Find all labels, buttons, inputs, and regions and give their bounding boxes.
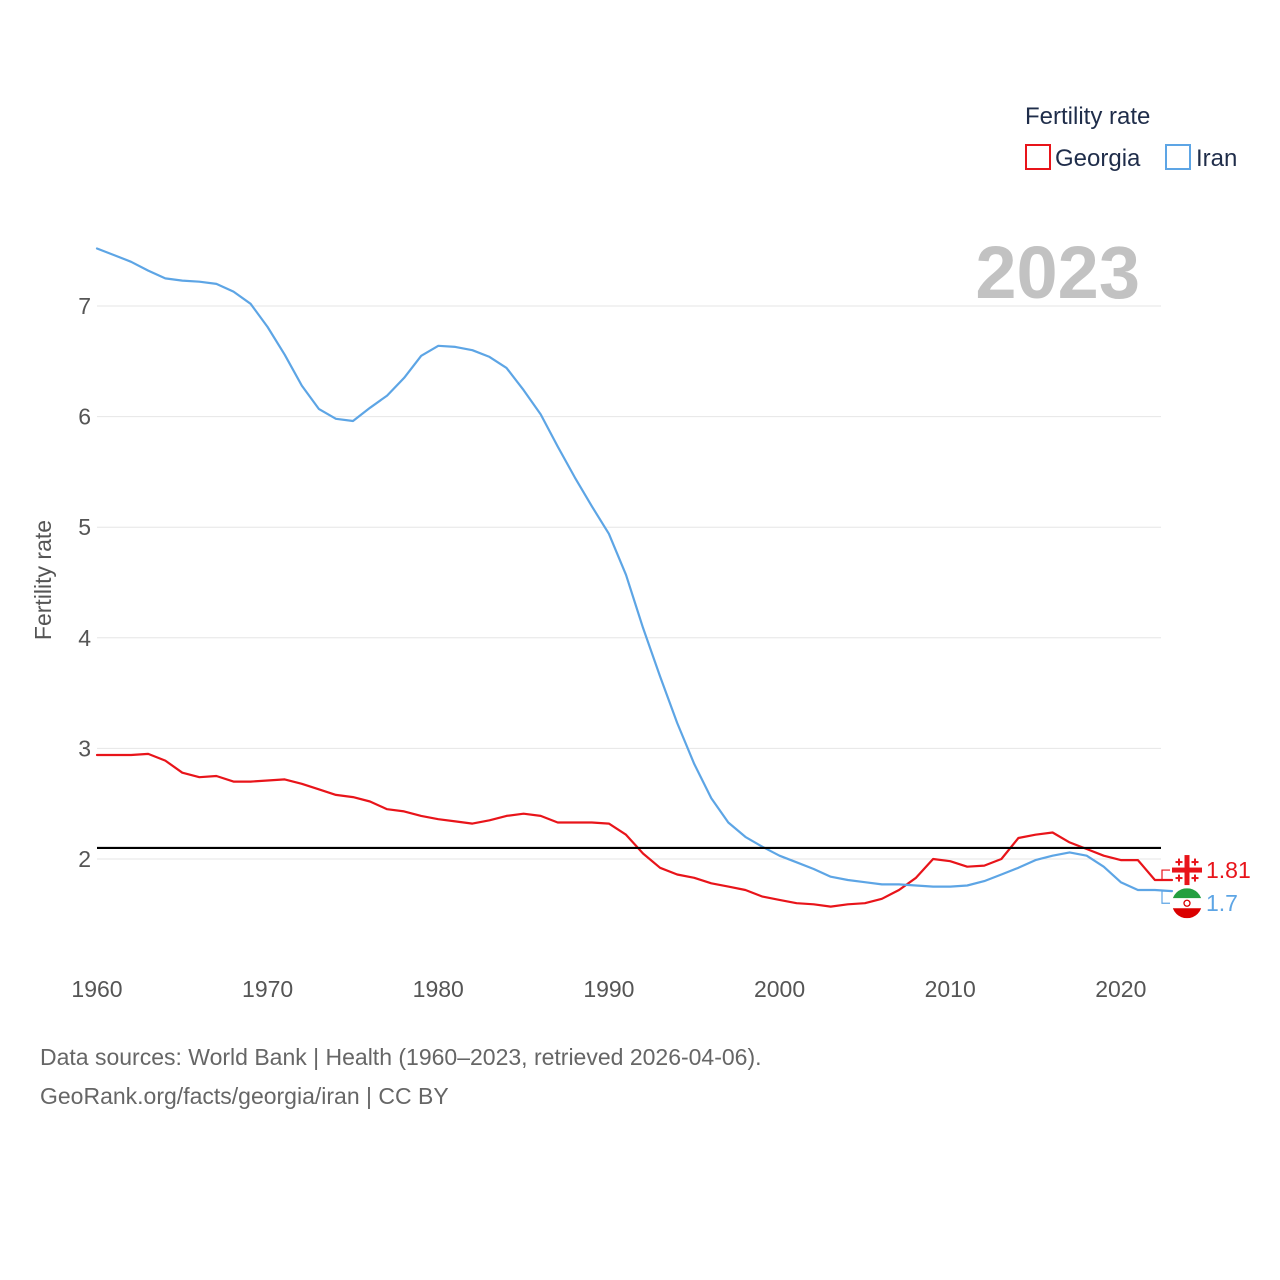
footer-sources: Data sources: World Bank | Health (1960–… bbox=[40, 1044, 762, 1070]
end-label-connector bbox=[1161, 869, 1172, 881]
legend-swatch-georgia bbox=[1025, 144, 1051, 170]
x-tick-label: 2010 bbox=[925, 976, 976, 1002]
x-tick-label: 1990 bbox=[583, 976, 634, 1002]
axes: 2 3 4 5 6 7 1960 1970 1980 1990 2000 2010 2020 bbox=[71, 293, 1146, 1002]
y-tick-label: 7 bbox=[78, 293, 91, 319]
year-watermark: 2023 bbox=[975, 231, 1140, 314]
y-tick-label: 3 bbox=[78, 735, 91, 761]
legend: Fertility rate Georgia Iran bbox=[1025, 103, 1237, 172]
y-tick-label: 2 bbox=[78, 846, 91, 872]
legend-title: Fertility rate bbox=[1025, 103, 1150, 130]
series-lines bbox=[95, 247, 1174, 908]
legend-swatch-iran bbox=[1165, 144, 1191, 170]
x-tick-label: 1980 bbox=[413, 976, 464, 1002]
y-tick-label: 6 bbox=[78, 404, 91, 430]
y-axis-title: Fertility rate bbox=[30, 520, 56, 640]
footer-link[interactable]: GeoRank.org/facts/georgia/iran | CC BY bbox=[40, 1083, 449, 1109]
end-value-iran: 1.7 bbox=[1206, 890, 1238, 916]
legend-item-iran[interactable]: Iran bbox=[1165, 144, 1237, 172]
legend-label-iran: Iran bbox=[1196, 145, 1237, 172]
end-label-connector bbox=[1161, 890, 1172, 904]
iran-flag-icon bbox=[1172, 888, 1202, 919]
x-tick-label: 2000 bbox=[754, 976, 805, 1002]
x-tick-label: 2020 bbox=[1095, 976, 1146, 1002]
end-value-georgia: 1.81 bbox=[1206, 857, 1251, 883]
legend-label-georgia: Georgia bbox=[1055, 145, 1141, 172]
x-tick-label: 1960 bbox=[71, 976, 122, 1002]
end-labels: 1.81 1.7 bbox=[1161, 855, 1251, 919]
series-line-georgia[interactable] bbox=[95, 752, 1174, 908]
series-line-iran[interactable] bbox=[95, 247, 1174, 893]
georgia-flag-icon bbox=[1172, 855, 1202, 886]
gridlines bbox=[97, 305, 1161, 860]
x-tick-label: 1970 bbox=[242, 976, 293, 1002]
y-tick-label: 4 bbox=[78, 625, 91, 651]
y-tick-label: 5 bbox=[78, 514, 91, 540]
legend-item-georgia[interactable]: Georgia bbox=[1025, 144, 1141, 172]
